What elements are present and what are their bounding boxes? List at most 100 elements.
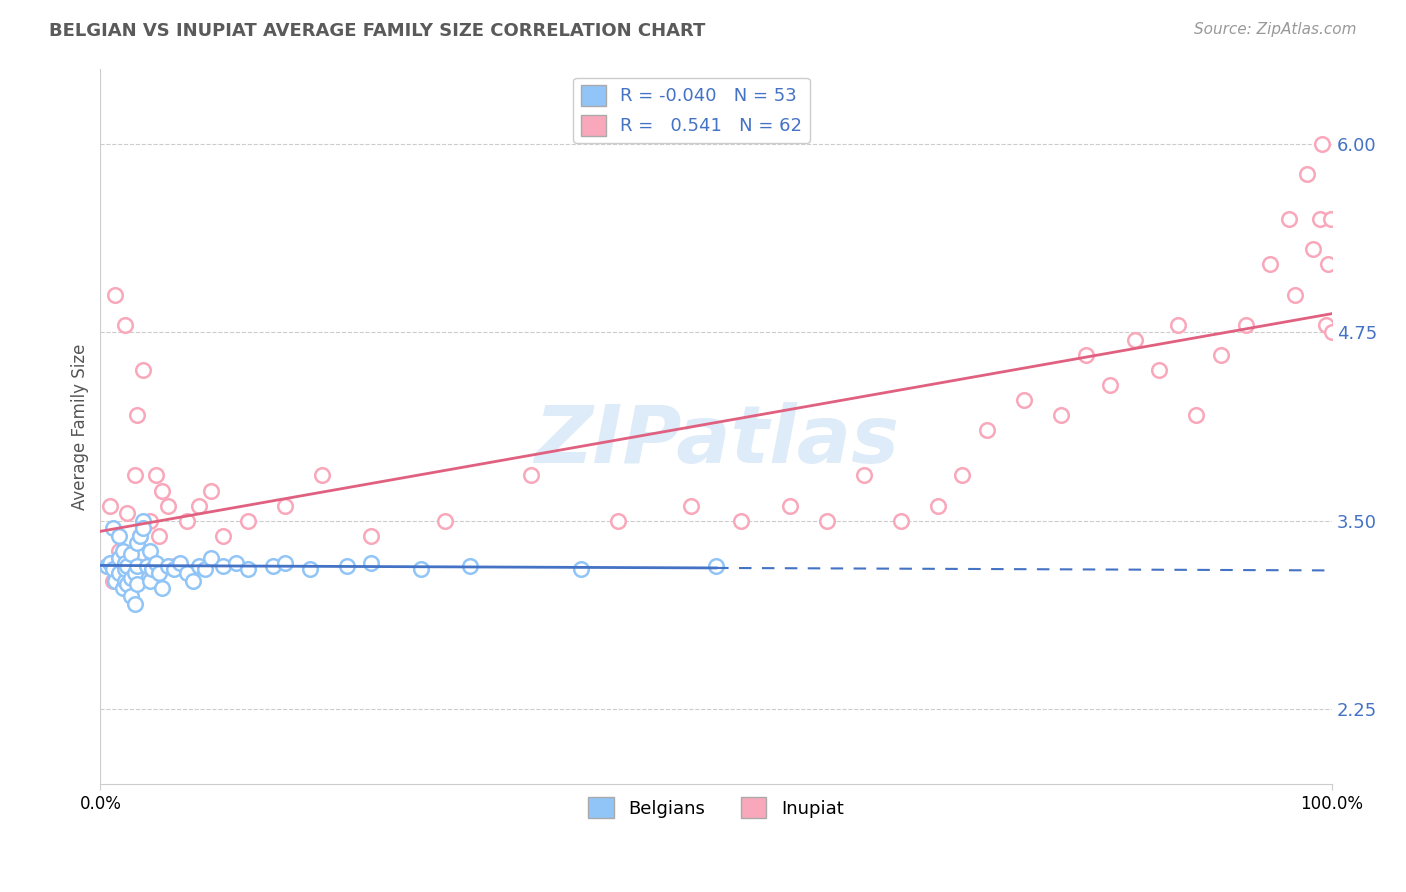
Point [236,562,259,576]
Point [117,506,139,520]
Point [606,514,628,528]
Point [157,499,180,513]
Point [132,363,155,377]
Point [852,468,875,483]
Point [132,521,155,535]
Point [96,558,118,573]
Point [176,514,198,528]
Point [520,468,543,483]
Point [124,597,146,611]
Point [1050,408,1073,422]
Point [1319,212,1341,227]
Point [150,582,173,596]
Point [114,562,136,576]
Legend: Belgians, Inupiat: Belgians, Inupiat [581,790,851,825]
Point [98,499,121,513]
Point [1123,333,1146,347]
Text: ZIPatlas: ZIPatlas [534,401,898,480]
Point [1167,318,1189,332]
Point [1278,212,1301,227]
Point [212,558,235,573]
Point [1185,408,1208,422]
Point [127,408,149,422]
Point [200,551,222,566]
Point [138,544,160,558]
Point [1258,257,1281,271]
Point [1320,326,1343,340]
Point [1234,318,1257,332]
Point [136,558,159,573]
Point [976,423,998,437]
Point [1209,348,1232,362]
Point [1012,393,1035,408]
Point [176,566,198,581]
Point [779,499,801,513]
Point [950,468,973,483]
Point [114,556,136,570]
Point [194,562,217,576]
Point [114,318,136,332]
Point [157,558,180,573]
Point [120,571,142,585]
Point [815,514,838,528]
Point [111,558,134,573]
Point [120,589,142,603]
Point [145,468,167,483]
Point [1074,348,1097,362]
Point [212,529,235,543]
Point [117,577,139,591]
Point [336,558,359,573]
Point [681,499,703,513]
Point [96,558,118,573]
Point [124,566,146,581]
Point [1302,243,1324,257]
Point [127,536,149,550]
Point [298,562,321,576]
Point [101,562,124,576]
Point [704,558,727,573]
Point [311,468,333,483]
Point [148,566,170,581]
Point [262,558,284,573]
Point [104,287,127,301]
Point [225,556,247,570]
Point [274,556,297,570]
Text: BELGIAN VS INUPIAT AVERAGE FAMILY SIZE CORRELATION CHART: BELGIAN VS INUPIAT AVERAGE FAMILY SIZE C… [49,22,706,40]
Point [120,558,142,573]
Point [132,514,155,528]
Point [148,529,170,543]
Point [1284,287,1306,301]
Point [145,556,167,570]
Point [236,514,259,528]
Point [458,558,481,573]
Point [360,529,382,543]
Point [181,574,204,588]
Point [890,514,912,528]
Point [360,556,382,570]
Text: Source: ZipAtlas.com: Source: ZipAtlas.com [1194,22,1357,37]
Point [108,551,131,566]
Point [138,514,160,528]
Point [1149,363,1171,377]
Point [409,562,432,576]
Point [1315,318,1337,332]
Point [141,562,163,576]
Point [98,556,121,570]
Point [136,558,159,573]
Point [120,574,142,588]
Point [101,521,124,535]
Point [163,562,186,576]
Point [187,499,209,513]
Point [108,544,131,558]
Point [1099,378,1122,392]
Point [114,574,136,588]
Point [169,556,191,570]
Point [1308,212,1330,227]
Point [138,574,160,588]
Point [163,558,186,573]
Point [111,582,134,596]
Point [1296,167,1319,181]
Point [117,558,139,573]
Point [120,547,142,561]
Point [1317,257,1340,271]
